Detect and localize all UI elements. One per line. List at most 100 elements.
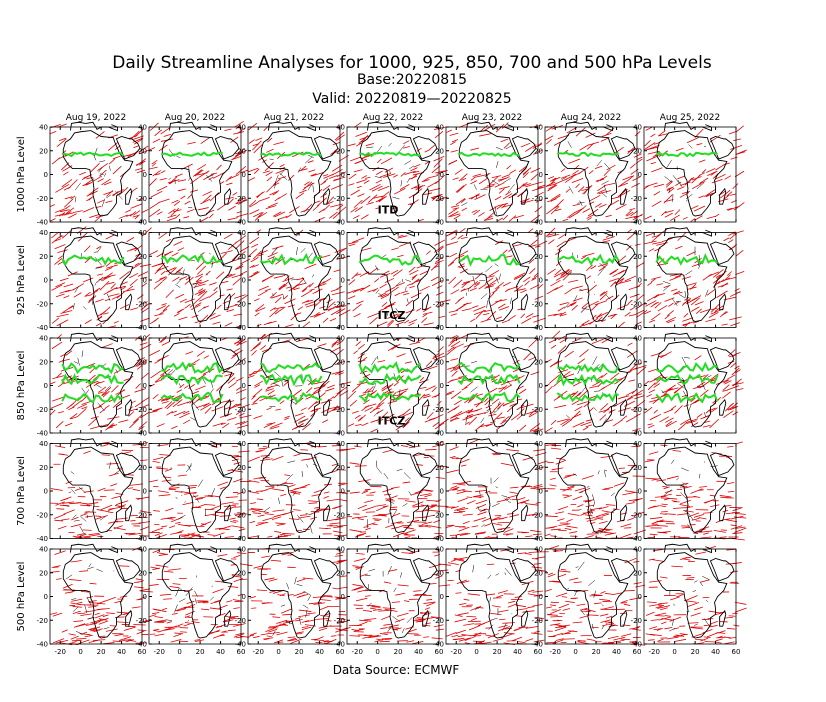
streamline (130, 307, 139, 311)
streamline (337, 206, 347, 214)
streamline (452, 488, 458, 491)
streamline (249, 264, 255, 269)
streamline (269, 308, 279, 318)
streamline (256, 323, 262, 327)
streamline (276, 619, 288, 624)
streamline (628, 314, 636, 317)
streamline (101, 392, 107, 397)
streamline (362, 635, 374, 639)
border (601, 180, 609, 185)
streamline (167, 214, 177, 219)
streamline (450, 506, 459, 509)
y-tick-label: -40 (334, 535, 345, 543)
streamline (651, 233, 662, 242)
streamline (356, 179, 367, 184)
streamline (384, 581, 392, 584)
streamline (592, 517, 604, 520)
streamline (149, 584, 159, 586)
streamline (149, 250, 158, 256)
streamline (307, 160, 314, 163)
streamline (550, 535, 557, 537)
streamline (658, 130, 666, 137)
coastline (458, 130, 530, 217)
coastline (422, 187, 430, 205)
streamline (361, 175, 367, 179)
y-tick-label: 20 (138, 569, 147, 577)
coastline (663, 121, 712, 132)
streamline (710, 620, 718, 625)
streamline (132, 262, 142, 269)
coastline (267, 332, 316, 343)
streamline (661, 210, 667, 216)
streamline (165, 289, 175, 299)
streamline (124, 532, 136, 535)
streamline (274, 306, 286, 315)
streamline (416, 188, 423, 194)
streamline (267, 390, 275, 395)
streamline (137, 442, 149, 446)
streamline (256, 498, 264, 501)
border (672, 298, 678, 307)
streamline (332, 164, 343, 172)
streamline (253, 250, 262, 260)
coastline (557, 446, 629, 534)
coastline (564, 121, 613, 132)
streamline (129, 211, 137, 217)
streamline (359, 414, 366, 421)
streamline (627, 299, 633, 305)
streamline (517, 189, 528, 197)
streamline (167, 518, 174, 520)
streamline (306, 387, 313, 394)
streamline (196, 279, 202, 283)
streamline (519, 388, 527, 395)
streamline (456, 579, 467, 585)
streamline (729, 406, 739, 411)
streamline (518, 183, 525, 189)
streamline (734, 513, 746, 515)
streamline (70, 195, 76, 200)
streamline (301, 300, 310, 304)
streamline (557, 306, 566, 312)
streamline (126, 285, 134, 291)
border (86, 566, 94, 570)
streamline (631, 182, 640, 188)
streamline (318, 627, 328, 631)
streamline (301, 626, 312, 630)
border (176, 277, 183, 285)
coastline (323, 398, 331, 416)
streamline (447, 379, 454, 384)
streamline (545, 533, 551, 537)
border (593, 406, 597, 411)
border (681, 356, 687, 366)
streamline (263, 421, 276, 429)
coastline (168, 332, 217, 343)
streamline (130, 130, 140, 140)
streamline (547, 614, 558, 616)
border (678, 294, 686, 299)
streamline (404, 536, 411, 539)
convergence-line (161, 361, 224, 374)
streamline (322, 277, 332, 284)
streamline (594, 602, 602, 605)
streamline (355, 553, 365, 555)
streamline (108, 424, 118, 428)
streamline (200, 403, 212, 411)
border (479, 508, 487, 513)
streamline (390, 269, 399, 275)
streamline (431, 637, 443, 640)
streamline (71, 516, 79, 521)
streamline (363, 180, 370, 184)
streamline (647, 423, 653, 426)
streamline (476, 606, 484, 609)
streamline (376, 505, 388, 512)
streamline (267, 384, 279, 389)
border (210, 596, 215, 601)
streamline (450, 391, 462, 400)
streamline (693, 514, 704, 518)
border (292, 491, 297, 496)
streamline (655, 496, 667, 498)
streamline (680, 499, 691, 505)
streamline (375, 179, 383, 184)
streamline (699, 181, 706, 185)
